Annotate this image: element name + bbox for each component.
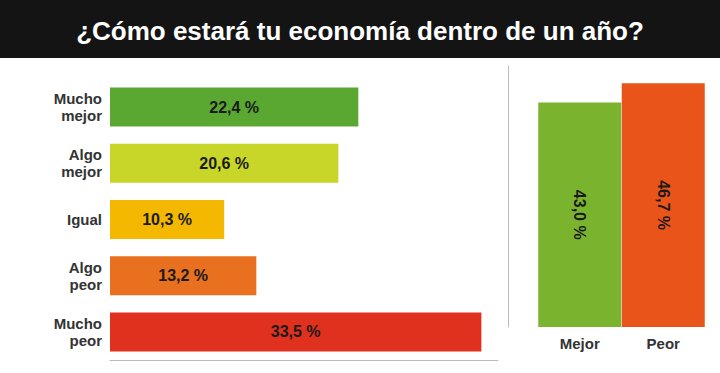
svg-text:Algo: Algo	[69, 146, 102, 163]
svg-text:Igual: Igual	[67, 211, 102, 228]
svg-text:13,2 %: 13,2 %	[158, 267, 208, 284]
svg-text:43,0 %: 43,0 %	[571, 190, 588, 240]
svg-text:Peor: Peor	[647, 335, 681, 352]
svg-text:¿Cómo estará tu economía dentr: ¿Cómo estará tu economía dentro de un añ…	[76, 16, 644, 46]
svg-text:peor: peor	[69, 332, 102, 349]
svg-text:Mejor: Mejor	[560, 335, 600, 352]
svg-text:10,3 %: 10,3 %	[142, 211, 192, 228]
svg-text:22,4 %: 22,4 %	[209, 99, 259, 116]
svg-text:33,5 %: 33,5 %	[271, 323, 321, 340]
svg-text:mejor: mejor	[61, 107, 102, 124]
svg-text:Algo: Algo	[69, 259, 102, 276]
svg-text:Mucho: Mucho	[54, 315, 102, 332]
svg-text:46,7 %: 46,7 %	[655, 180, 672, 230]
svg-text:Mucho: Mucho	[54, 90, 102, 107]
svg-text:peor: peor	[69, 276, 102, 293]
svg-text:20,6 %: 20,6 %	[199, 155, 249, 172]
svg-text:mejor: mejor	[61, 163, 102, 180]
